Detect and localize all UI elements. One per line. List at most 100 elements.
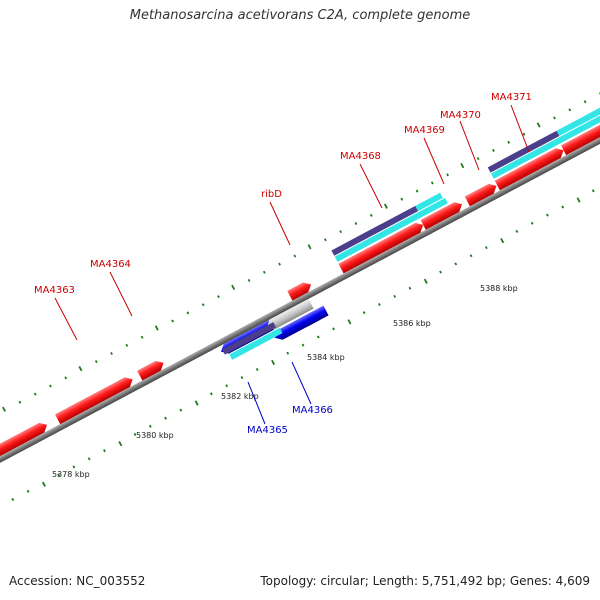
cyan-track-2b bbox=[556, 96, 600, 137]
gene-arrow-ma4368[interactable] bbox=[338, 220, 425, 274]
scale-tick bbox=[94, 360, 98, 364]
scale-tick bbox=[515, 229, 519, 233]
scale-tick bbox=[33, 392, 37, 396]
scale-tick bbox=[240, 376, 244, 380]
gene-arrow-ma4364[interactable] bbox=[137, 358, 166, 381]
scale-tick bbox=[469, 254, 473, 258]
scale-tick bbox=[307, 244, 312, 250]
cyan-track-1 bbox=[334, 197, 448, 262]
scale-tick bbox=[507, 140, 511, 144]
scale-tick bbox=[2, 406, 7, 412]
gene-label-ma4370[interactable]: MA4370 bbox=[440, 110, 481, 121]
scale-tick bbox=[347, 319, 352, 325]
gene-arrow-ribd[interactable] bbox=[287, 280, 313, 301]
gene-arrow-ma4370[interactable] bbox=[464, 181, 499, 207]
scale-tick bbox=[164, 416, 167, 420]
gene-label-ma4368[interactable]: MA4368 bbox=[340, 151, 381, 162]
scale-tick bbox=[484, 246, 488, 250]
gene-arrow-ma4372[interactable] bbox=[560, 116, 600, 156]
scale-tick bbox=[179, 408, 183, 412]
scale-tick bbox=[125, 343, 129, 347]
scale-tick bbox=[110, 351, 113, 356]
scale-tick bbox=[324, 238, 327, 242]
gene-arrow-ma4366[interactable] bbox=[264, 298, 314, 332]
scale-tick bbox=[49, 384, 52, 388]
scale-tick bbox=[247, 278, 251, 282]
gene-label-ma4363[interactable]: MA4363 bbox=[34, 285, 75, 296]
scale-tick bbox=[118, 441, 123, 447]
scale-tick bbox=[293, 254, 297, 258]
scale-tick bbox=[378, 302, 381, 307]
scale-tick bbox=[154, 325, 159, 331]
purple-track-2 bbox=[487, 130, 560, 173]
scale-label-5386: 5386 kbp bbox=[393, 319, 431, 328]
gene-label-ma4366[interactable]: MA4366 bbox=[292, 405, 333, 416]
scale-label-5388: 5388 kbp bbox=[480, 284, 518, 293]
scale-tick bbox=[454, 262, 458, 266]
gene-label-ma4365[interactable]: MA4365 bbox=[247, 425, 288, 436]
scale-tick bbox=[225, 384, 229, 388]
gene-arrow-ma4369[interactable] bbox=[420, 199, 465, 230]
scale-tick bbox=[400, 197, 404, 201]
cyan-track-1b bbox=[415, 192, 443, 212]
accession-text: Accession: NC_003552 bbox=[9, 574, 146, 588]
scale-tick bbox=[383, 203, 388, 209]
scale-tick bbox=[201, 303, 205, 307]
scale-tick bbox=[57, 473, 61, 477]
scale-tick bbox=[530, 221, 534, 225]
scale-tick bbox=[354, 222, 358, 226]
reverse-feature-tracks bbox=[222, 322, 283, 360]
scale-tick bbox=[561, 205, 565, 209]
scale-tick bbox=[439, 270, 442, 274]
forward-feature-tracks bbox=[331, 96, 600, 262]
purple-track-1 bbox=[331, 205, 419, 256]
scale-tick bbox=[476, 157, 480, 161]
scale-tick bbox=[186, 311, 190, 315]
scale-tick bbox=[11, 497, 15, 501]
scale-tick bbox=[408, 286, 412, 290]
scale-labels: 5378 kbp 5380 kbp 5382 kbp 5384 kbp 5386… bbox=[52, 284, 518, 479]
scale-tick bbox=[78, 365, 83, 372]
scale-tick bbox=[140, 335, 144, 339]
scale-tick bbox=[64, 376, 68, 380]
gene-arrow-ma4367[interactable] bbox=[297, 305, 329, 330]
scale-tick bbox=[316, 335, 320, 339]
gene-arrow-ma4363[interactable] bbox=[55, 374, 135, 425]
scale-tick bbox=[446, 173, 449, 177]
lower-tick-track bbox=[11, 189, 595, 501]
scale-tick bbox=[430, 181, 434, 185]
gene-label-ma4364[interactable]: MA4364 bbox=[90, 259, 131, 270]
scale-label-5378: 5378 kbp bbox=[52, 470, 90, 479]
scale-tick bbox=[262, 270, 266, 274]
scale-tick bbox=[278, 262, 281, 266]
gene-label-ribd[interactable]: ribD bbox=[261, 189, 282, 200]
cyan-track-2 bbox=[490, 103, 600, 179]
scale-tick bbox=[41, 481, 46, 487]
gene-label-ma4369[interactable]: MA4369 bbox=[404, 125, 445, 136]
scale-tick bbox=[133, 432, 137, 436]
scale-label-5382: 5382 kbp bbox=[221, 392, 259, 401]
purple-rev-track bbox=[222, 322, 277, 355]
scale-tick bbox=[26, 489, 30, 493]
scale-tick bbox=[103, 449, 106, 453]
gene-label-ma4371[interactable]: MA4371 bbox=[491, 92, 532, 103]
scale-tick bbox=[492, 148, 495, 152]
scale-tick bbox=[18, 400, 22, 404]
genome-backbone bbox=[0, 100, 600, 500]
scale-tick bbox=[460, 162, 465, 169]
scale-tick bbox=[171, 319, 175, 323]
scale-tick bbox=[568, 108, 572, 112]
gene-arrow-ma4371[interactable] bbox=[494, 145, 566, 191]
gene-arrow-ma4362[interactable] bbox=[0, 420, 50, 457]
cyan-rev-track bbox=[229, 327, 283, 360]
gene-labels: MA4363 MA4364 ribD MA4368 MA4369 MA4370 … bbox=[34, 92, 532, 436]
scale-tick bbox=[255, 367, 259, 371]
label-leaders bbox=[54, 104, 530, 425]
scale-tick bbox=[209, 392, 213, 396]
scale-tick bbox=[553, 116, 556, 120]
scale-tick bbox=[546, 213, 549, 217]
scale-tick bbox=[522, 132, 526, 136]
genome-map: 5378 kbp 5380 kbp 5382 kbp 5384 kbp 5386… bbox=[0, 92, 600, 501]
scale-tick bbox=[591, 189, 595, 193]
scale-tick bbox=[415, 189, 419, 193]
